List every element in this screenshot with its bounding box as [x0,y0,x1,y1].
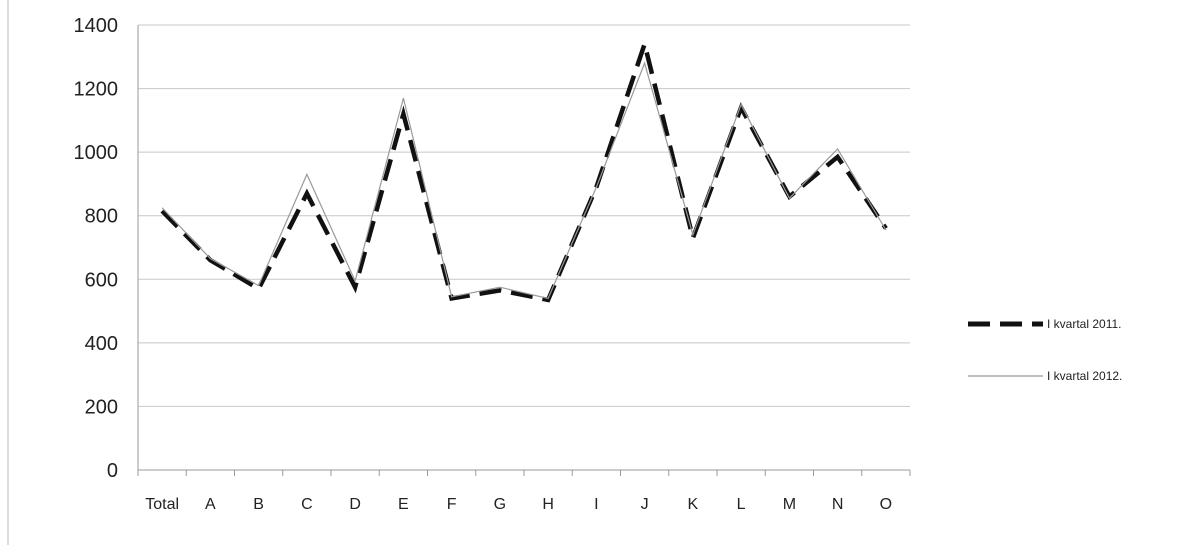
legend-label-1: I kvartal 2011. [1047,317,1121,331]
x-axis-tick-labels: Total A B C D E F G H I J K L M N O [145,496,892,513]
y-tick-label: 800 [85,206,118,228]
x-tick-label: Total [145,496,179,513]
x-tick-label: O [880,496,892,513]
series-line-1 [160,36,888,303]
series-line-2 [161,61,887,300]
y-tick-label: 1000 [74,142,119,164]
x-tick-label: M [783,496,796,513]
x-tick-label: G [494,496,506,513]
y-tick-label: 0 [107,460,118,482]
axes [137,25,911,476]
legend-label-2: I kvartal 2012. [1047,369,1122,383]
x-tick-label: E [398,496,409,513]
series-lines [160,36,888,303]
x-tick-label: A [205,496,216,513]
x-tick-label: K [688,496,699,513]
x-tick-label: H [542,496,554,513]
x-tick-label: D [349,496,361,513]
x-tick-label: N [832,496,844,513]
x-tick-label: J [641,496,649,513]
y-tick-label: 1200 [74,79,119,101]
y-tick-label: 600 [85,269,118,291]
x-tick-label: L [737,496,746,513]
y-tick-label: 400 [85,333,118,355]
x-tick-label: F [447,496,457,513]
gridlines [138,24,910,407]
x-tick-label: B [253,496,264,513]
legend: I kvartal 2011. I kvartal 2012. [968,317,1122,383]
x-tick-label: C [301,496,313,513]
x-tick-label: I [594,496,598,513]
y-tick-label: 1400 [74,15,119,37]
y-tick-label: 200 [85,396,118,418]
y-axis-tick-labels: 0 200 400 600 800 1000 1200 1400 [74,15,119,482]
